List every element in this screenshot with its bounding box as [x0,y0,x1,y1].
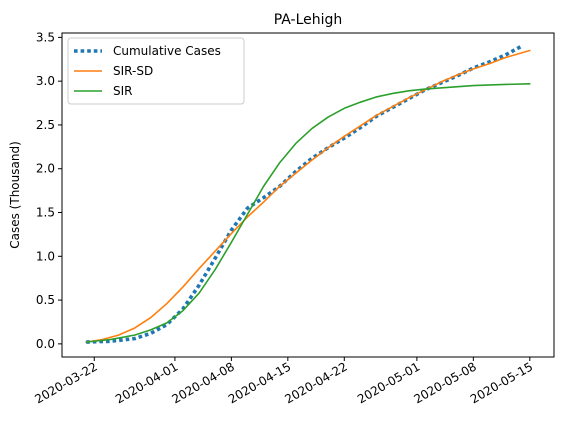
y-tick-label: 2.0 [36,162,55,176]
y-tick-label: 1.5 [36,206,55,220]
y-axis-label: Cases (Thousand) [8,141,22,249]
x-tick-label: 2020-04-15 [226,359,293,406]
y-axis: 0.0 0.5 1.0 1.5 2.0 2.5 3.0 3.5 [36,30,62,351]
legend: Cumulative Cases SIR-SD SIR [67,37,245,105]
plot-frame [61,32,555,358]
y-tick-label: 1.0 [36,249,55,263]
y-tick-label: 3.5 [36,30,55,44]
y-tick-label: 2.5 [36,118,55,132]
x-tick-label: 2020-05-15 [468,359,535,406]
series-line-sir [85,82,531,343]
legend-label: SIR [113,84,133,98]
x-tick-label: 2020-03-22 [32,359,99,406]
x-tick-label: 2020-05-08 [411,359,478,406]
legend-label: Cumulative Cases [113,44,221,58]
chart-title: PA-Lehigh [274,12,343,28]
y-tick-label: 0.0 [36,337,55,351]
legend-label: SIR-SD [113,64,153,78]
x-tick-label: 2020-05-01 [355,359,422,406]
series-layer [85,44,531,344]
series-line-sir-sd [85,49,531,343]
x-tick-label: 2020-04-08 [169,359,236,406]
y-tick-label: 3.0 [36,74,55,88]
legend-box [67,37,245,105]
x-tick-label: 2020-04-22 [282,359,349,406]
y-tick-label: 0.5 [36,293,55,307]
series-line-cumulative-cases [86,44,523,344]
x-axis: 2020-03-22 2020-04-012020-04-082020-04-15… [32,357,535,406]
x-tick-label: 2020-04-01 [113,359,180,406]
